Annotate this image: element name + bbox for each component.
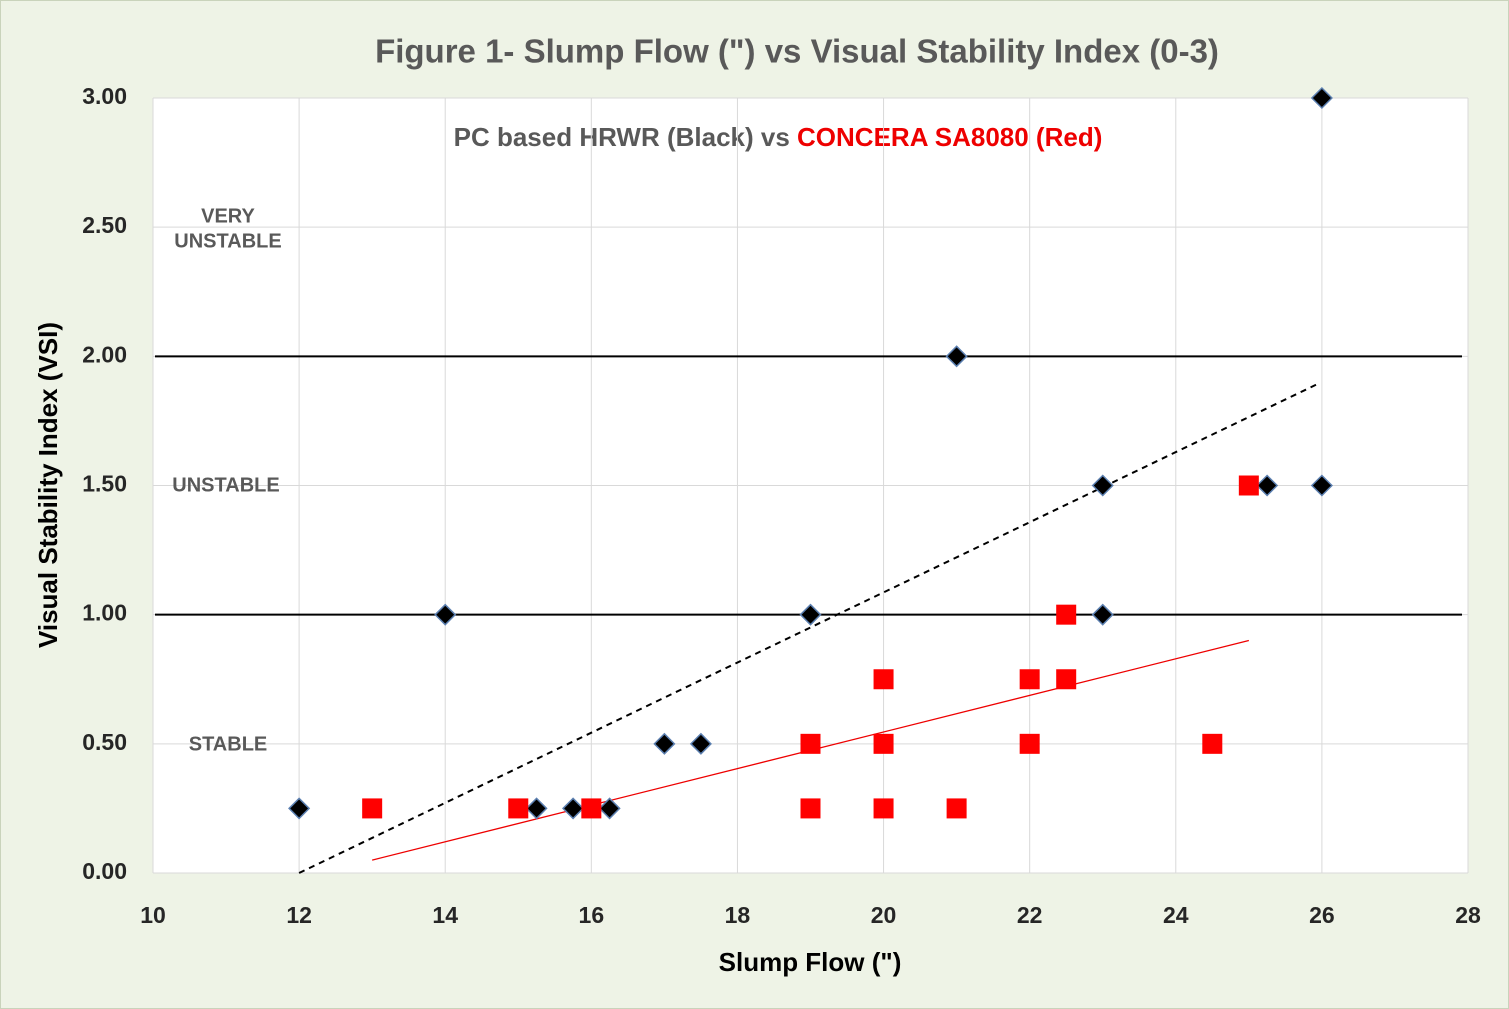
point bbox=[689, 732, 712, 755]
x-axis-label: Slump Flow (") bbox=[719, 947, 902, 977]
point bbox=[1019, 733, 1040, 754]
point bbox=[362, 798, 383, 819]
point bbox=[581, 798, 602, 819]
x-tick-label: 10 bbox=[140, 902, 166, 928]
point bbox=[800, 733, 821, 754]
point bbox=[1310, 86, 1333, 110]
point bbox=[873, 733, 894, 754]
x-tick-label: 24 bbox=[1163, 902, 1189, 928]
y-tick-label: 0.50 bbox=[82, 729, 127, 755]
point bbox=[799, 603, 822, 626]
y-tick-label: 2.50 bbox=[82, 212, 127, 238]
y-axis-label: Visual Stability Index (VSI) bbox=[33, 322, 63, 648]
point bbox=[598, 797, 621, 820]
subtitle: PC based HRWR (Black) vs CONCERA SA8080 … bbox=[454, 122, 1103, 152]
x-tick-label: 16 bbox=[579, 902, 605, 928]
point bbox=[653, 732, 676, 755]
x-tick-label: 12 bbox=[286, 902, 312, 928]
x-tick-label: 20 bbox=[871, 902, 897, 928]
y-tick-label: 0.00 bbox=[82, 858, 127, 884]
point bbox=[1238, 475, 1259, 496]
point bbox=[873, 669, 894, 690]
point bbox=[1202, 733, 1223, 754]
point bbox=[434, 603, 457, 626]
y-tick-label: 1.50 bbox=[82, 471, 127, 497]
point bbox=[1091, 603, 1114, 626]
point bbox=[1056, 669, 1077, 690]
point bbox=[288, 797, 311, 820]
subtitle-part: CONCERA SA8080 (Red) bbox=[797, 122, 1102, 152]
point bbox=[873, 798, 894, 819]
subtitle-part: PC based HRWR (Black) vs bbox=[454, 122, 797, 152]
x-tick-label: 28 bbox=[1455, 902, 1481, 928]
point bbox=[1091, 474, 1114, 497]
annotation: VERY bbox=[201, 205, 255, 227]
point bbox=[1310, 474, 1333, 497]
chart-title: Figure 1- Slump Flow (") vs Visual Stabi… bbox=[375, 33, 1219, 70]
point bbox=[1056, 604, 1077, 625]
point bbox=[508, 798, 529, 819]
y-tick-label: 2.00 bbox=[82, 341, 127, 367]
x-tick-label: 26 bbox=[1309, 902, 1335, 928]
annotation: UNSTABLE bbox=[172, 474, 279, 496]
y-tick-label: 3.00 bbox=[82, 83, 127, 109]
x-tick-label: 22 bbox=[1017, 902, 1043, 928]
x-tick-label: 18 bbox=[725, 902, 751, 928]
point bbox=[525, 797, 548, 820]
point bbox=[562, 797, 585, 820]
y-tick-label: 1.00 bbox=[82, 600, 127, 626]
point bbox=[946, 798, 967, 819]
point bbox=[1019, 669, 1040, 690]
point bbox=[945, 345, 968, 368]
annotation: UNSTABLE bbox=[174, 230, 281, 252]
x-tick-label: 14 bbox=[432, 902, 458, 928]
point bbox=[800, 798, 821, 819]
trendline bbox=[298, 383, 1317, 874]
annotation: STABLE bbox=[189, 733, 268, 755]
point bbox=[1256, 474, 1279, 497]
